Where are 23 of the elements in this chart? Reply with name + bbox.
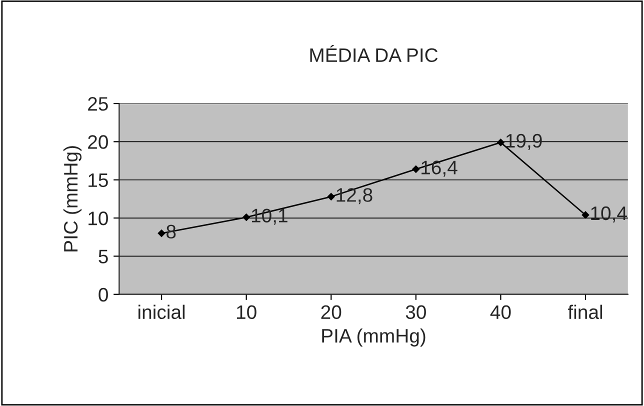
y-tick-label: 20 [88,135,108,149]
y-tick-label: 25 [88,97,108,111]
data-label: 12,8 [336,188,372,204]
chart-title: MÉDIA DA PIC [310,45,438,62]
point [497,138,504,146]
x-tick-label: 30 [406,305,426,320]
x-axis-title: PIA (mmHg) [322,328,426,347]
x-tick-label: 40 [490,305,511,320]
y-axis-title: PIC (mmHg) [63,146,82,252]
x-tick-label: inicial [138,304,185,320]
point [158,230,166,237]
y-tick-label: 0 [98,288,108,302]
point [242,214,250,221]
y-tick-label: 15 [88,174,108,188]
x-tick-label: final [568,304,602,320]
y-tick-label: 5 [98,250,108,264]
data-label: 16,4 [422,160,458,177]
point [327,193,335,200]
y-tick-label: 10 [88,211,108,226]
point [412,166,420,173]
x-tick-label: 10 [237,305,256,320]
x-tick-label: 20 [321,305,342,320]
point [582,211,590,219]
